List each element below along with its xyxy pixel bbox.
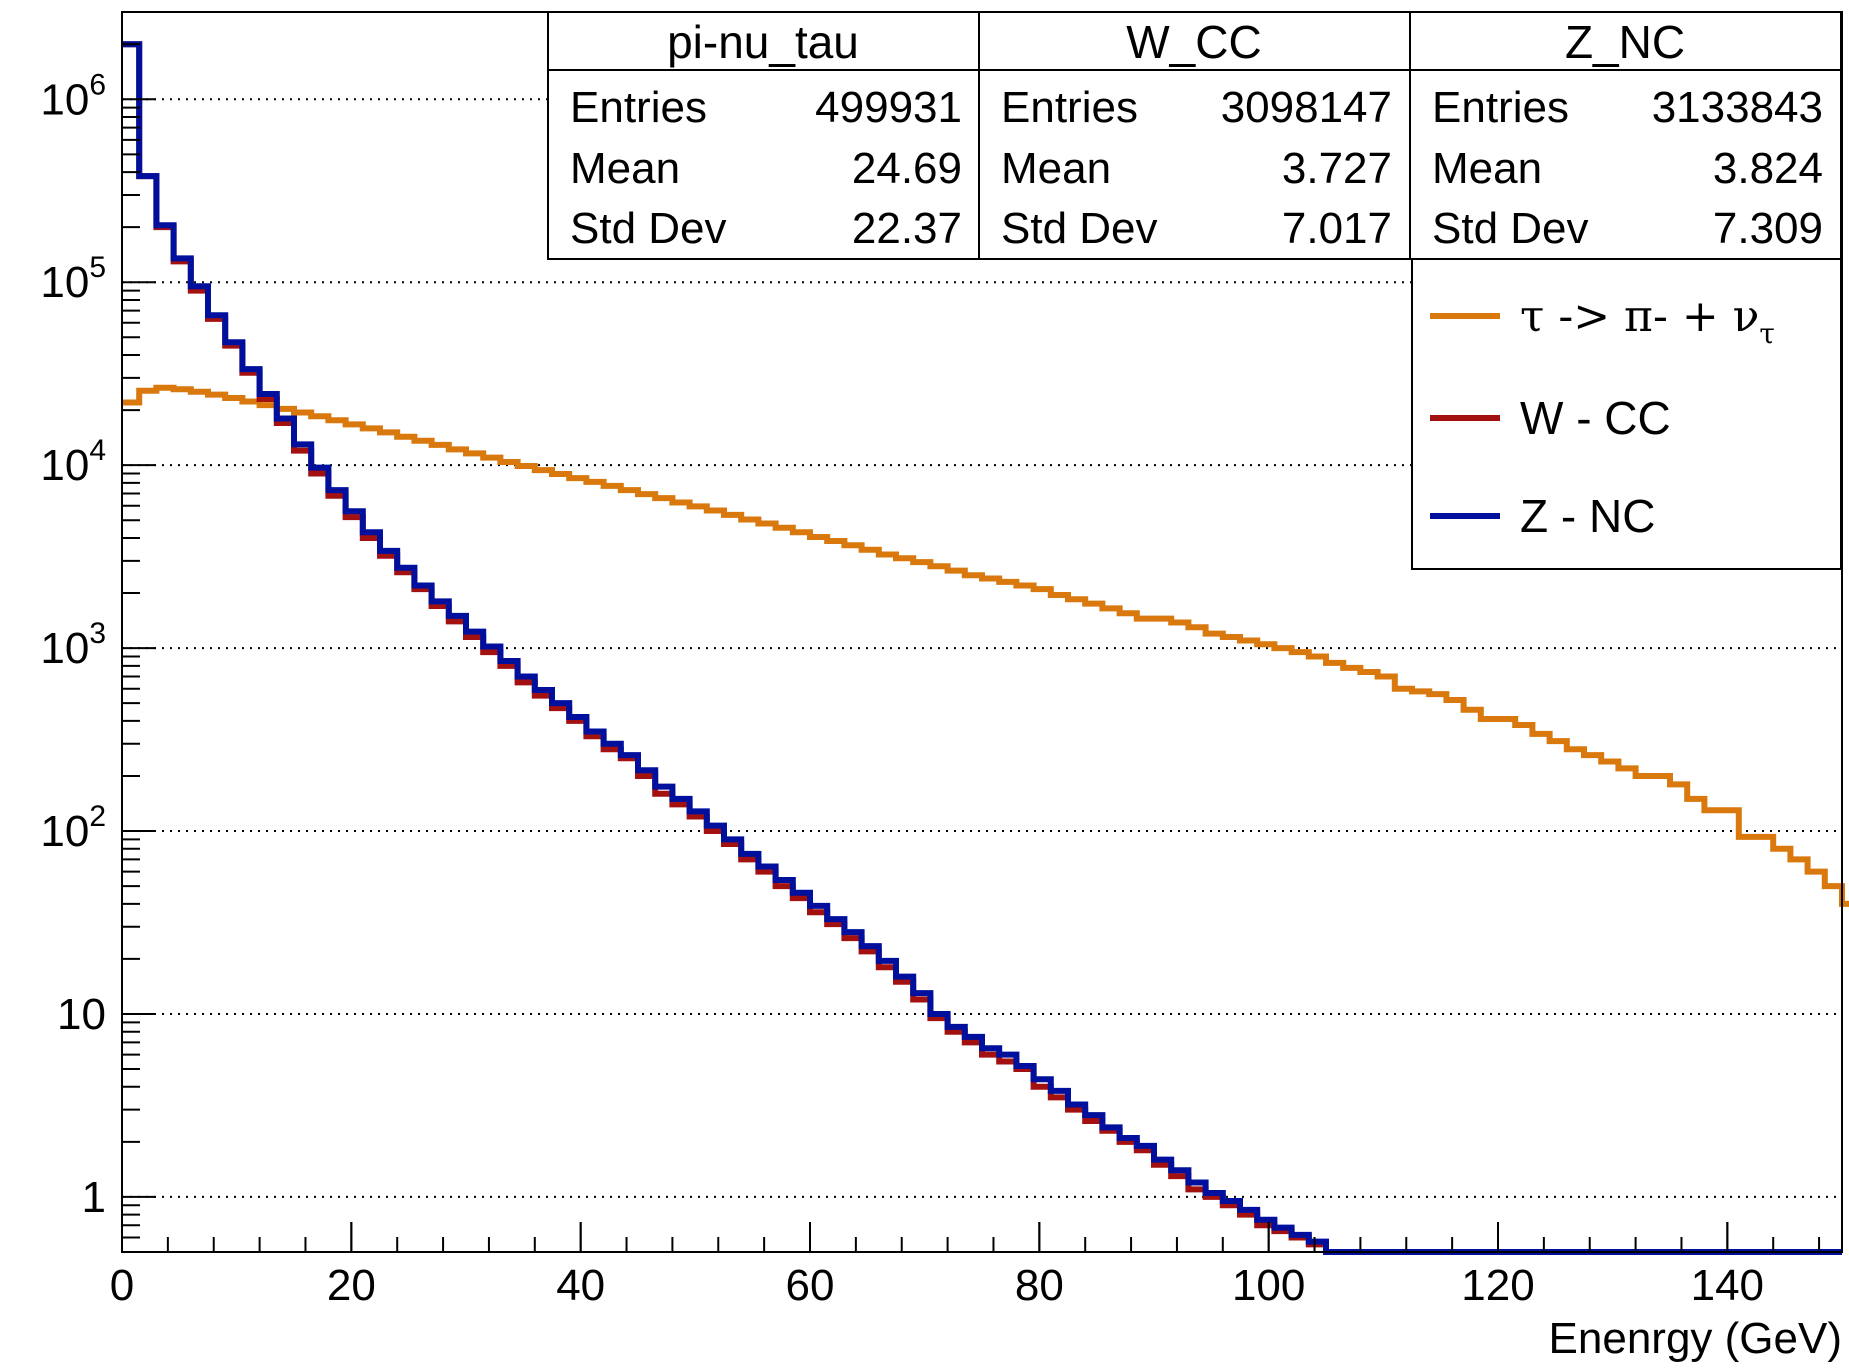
legend-label-tau-main: τ -> π- + ν (1520, 291, 1759, 342)
axes: 0 20 40 60 80 100 120 140 1 10 102 103 104 105 106 (40, 11, 1843, 1310)
stats-value: 499931 (815, 83, 962, 132)
x-axis-title: Enenrgy (GeV) (1549, 1314, 1842, 1363)
stats-value: 3098147 (1221, 83, 1392, 132)
legend-label-znc: Z - NC (1520, 490, 1655, 542)
stats-value: 3.824 (1713, 144, 1823, 193)
stats-box-pi-nu-tau: pi-nu_tau Entries 499931 Mean 24.69 Std … (547, 11, 980, 260)
stats-value: 7.309 (1713, 204, 1823, 253)
stats-box-w-cc: W_CC Entries 3098147 Mean 3.727 Std Dev … (978, 11, 1411, 260)
x-tick-label: 40 (556, 1261, 605, 1310)
stats-label: Entries (1432, 83, 1569, 132)
legend-label-tau-subscript: τ (1759, 317, 1775, 350)
stats-label: Std Dev (1432, 204, 1589, 253)
legend: τ -> π- + ντ W - CC Z - NC (1411, 258, 1842, 570)
legend-label-wcc: W - CC (1520, 392, 1671, 444)
stats-label: Std Dev (570, 204, 727, 253)
stats-box-z-nc: Z_NC Entries 3133843 Mean 3.824 Std Dev … (1409, 11, 1842, 260)
y-tick-label: 105 (40, 251, 106, 307)
stats-title: pi-nu_tau (667, 16, 859, 68)
y-tick-label: 104 (40, 434, 106, 490)
x-tick-label: 120 (1461, 1261, 1534, 1310)
x-tick-label: 60 (786, 1261, 835, 1310)
stats-title: W_CC (1126, 16, 1261, 68)
stats-label: Mean (1432, 144, 1542, 193)
stats-title: Z_NC (1565, 16, 1685, 68)
stats-value: 7.017 (1282, 204, 1392, 253)
stats-value: 3.727 (1282, 144, 1392, 193)
stats-label: Mean (1001, 144, 1111, 193)
y-tick-label: 1 (82, 1173, 106, 1222)
y-tick-label: 10 (57, 990, 106, 1039)
stats-label: Entries (1001, 83, 1138, 132)
x-tick-label: 140 (1691, 1261, 1764, 1310)
y-tick-label: 102 (40, 800, 106, 856)
x-tick-label: 100 (1232, 1261, 1305, 1310)
stats-value: 24.69 (852, 144, 962, 193)
y-tick-label: 103 (40, 617, 106, 673)
y-tick-label: 106 (40, 68, 106, 124)
stats-label: Std Dev (1001, 204, 1158, 253)
x-tick-label: 0 (110, 1261, 134, 1310)
stats-label: Entries (570, 83, 707, 132)
stats-label: Mean (570, 144, 680, 193)
legend-label-tau: τ -> π- + ντ (1520, 291, 1775, 350)
stats-value: 3133843 (1652, 83, 1823, 132)
x-tick-label: 20 (327, 1261, 376, 1310)
series-line-tau (122, 384, 1849, 907)
x-tick-label: 80 (1015, 1261, 1064, 1310)
stats-value: 22.37 (852, 204, 962, 253)
